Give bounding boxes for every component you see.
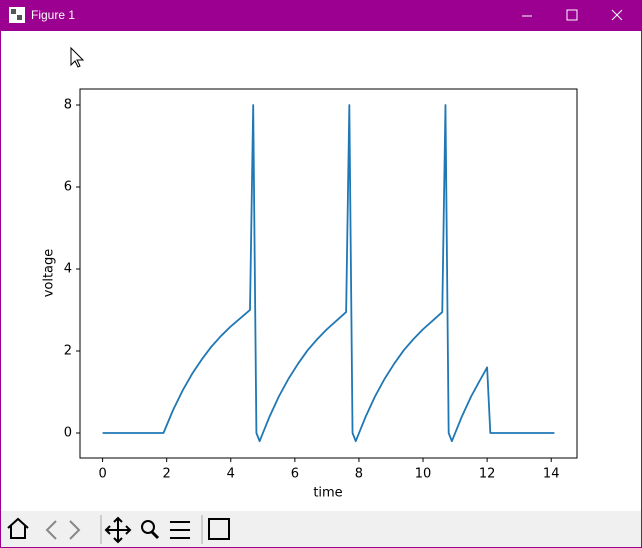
y-tick-label: 6 — [64, 179, 72, 194]
x-tick-label: 4 — [227, 467, 235, 482]
data-line — [102, 104, 555, 443]
zoom-handle — [150, 530, 160, 540]
x-tick-label: 0 — [98, 467, 106, 482]
maximize-button[interactable] — [566, 9, 578, 21]
y-tick-label: 8 — [64, 97, 72, 112]
title-bar — [0, 0, 642, 31]
x-tick-label: 2 — [163, 467, 171, 482]
x-tick-label: 12 — [479, 467, 496, 482]
x-tick-label: 10 — [415, 467, 432, 482]
save-button[interactable] — [208, 518, 230, 540]
y-tick-label: 4 — [64, 261, 72, 276]
y-tick-label: 2 — [64, 343, 72, 358]
mouse-cursor — [70, 46, 85, 68]
x-tick-label: 6 — [291, 467, 299, 482]
home-button[interactable] — [7, 517, 29, 539]
y-axis-label: voltage — [42, 249, 57, 298]
close-button[interactable] — [611, 9, 623, 21]
app-icon-glyph — [11, 9, 22, 20]
axes-frame — [79, 88, 578, 459]
y-tick-label: 0 — [64, 425, 72, 440]
toolbar — [1, 511, 641, 547]
x-tick-label: 8 — [355, 467, 363, 482]
window-title: Figure 1 — [31, 8, 75, 22]
x-axis-label: time — [313, 486, 342, 501]
x-tick-label: 14 — [543, 467, 560, 482]
pan-button[interactable] — [104, 516, 132, 544]
configure-button[interactable] — [170, 521, 190, 539]
forward-button[interactable] — [69, 520, 81, 540]
back-button[interactable] — [45, 520, 57, 540]
zoom-button[interactable] — [141, 520, 155, 534]
